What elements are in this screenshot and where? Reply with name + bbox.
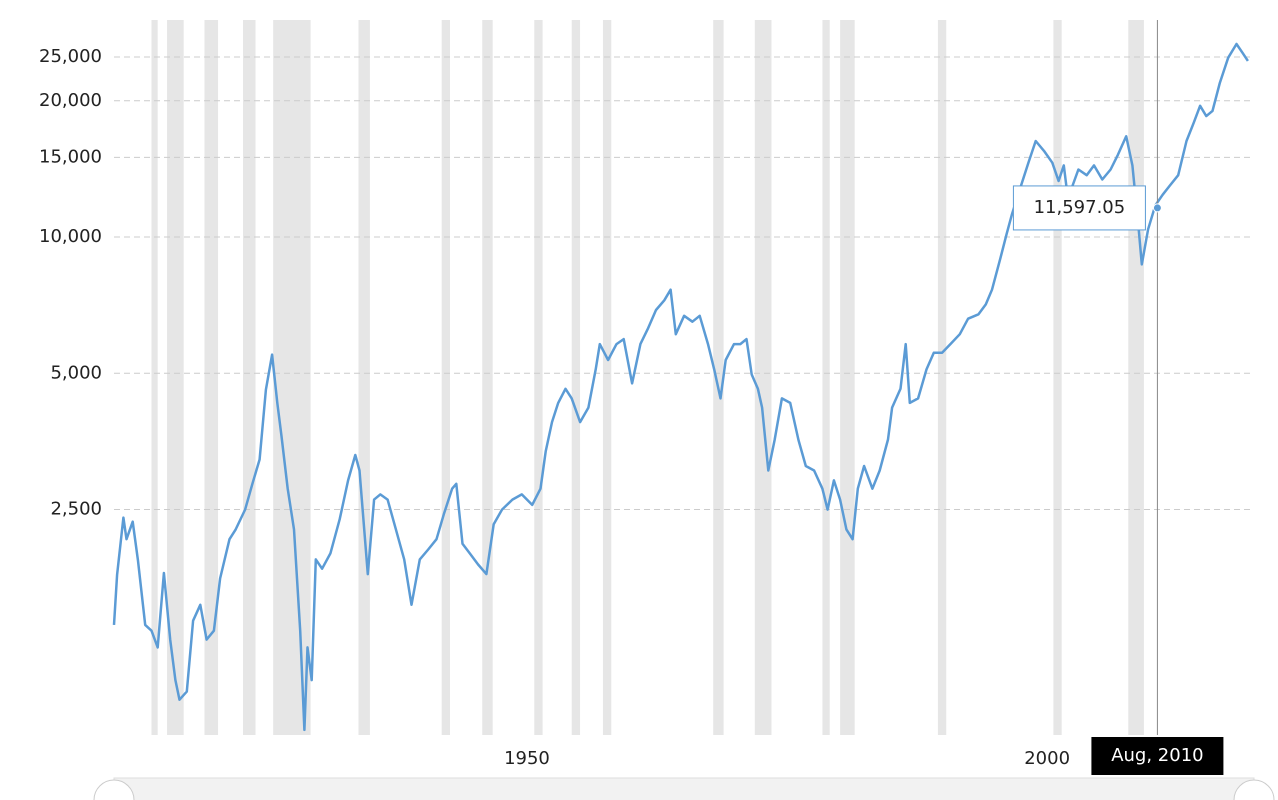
recession-band xyxy=(358,20,370,735)
recession-band xyxy=(534,20,543,735)
recession-band xyxy=(273,20,311,735)
recession-band xyxy=(754,20,772,735)
series-line xyxy=(112,42,1249,732)
y-tick-label: 15,000 xyxy=(39,146,102,167)
x-tick-label: 2000 xyxy=(1024,748,1070,769)
recession-band xyxy=(151,20,158,735)
navigator-handle[interactable] xyxy=(1233,779,1275,800)
recession-band xyxy=(713,20,724,735)
recession-band xyxy=(822,20,830,735)
recession-band xyxy=(571,20,581,735)
recession-band xyxy=(840,20,855,735)
y-tick-label: 25,000 xyxy=(39,46,102,67)
recession-band xyxy=(482,20,493,735)
recession-band xyxy=(937,20,947,735)
plot: 2,500 5,000 10,000 15,000 20,000 25,000 1950 20… xyxy=(39,20,1250,769)
tooltip-marker xyxy=(1152,203,1162,213)
navigator-handle[interactable] xyxy=(93,779,135,800)
tooltip-date-box xyxy=(1091,737,1224,775)
recession-band xyxy=(441,20,451,735)
y-tick-label: 10,000 xyxy=(39,226,102,247)
recession-band xyxy=(167,20,184,735)
recession-band xyxy=(204,20,219,735)
tooltip-value: 11,597.05 xyxy=(1034,197,1126,218)
y-tick-label: 20,000 xyxy=(39,90,102,111)
recession-band xyxy=(602,20,612,735)
tooltip-date: Aug, 2010 xyxy=(1111,745,1203,766)
x-tick-label: 1950 xyxy=(504,748,550,769)
recession-band xyxy=(242,20,256,735)
recession-band xyxy=(1053,20,1062,735)
navigator[interactable] xyxy=(113,777,1255,800)
tooltip-box xyxy=(1012,185,1146,231)
recession-band xyxy=(1128,20,1144,735)
y-tick-label: 5,000 xyxy=(50,362,102,383)
y-tick-label: 2,500 xyxy=(50,499,102,520)
